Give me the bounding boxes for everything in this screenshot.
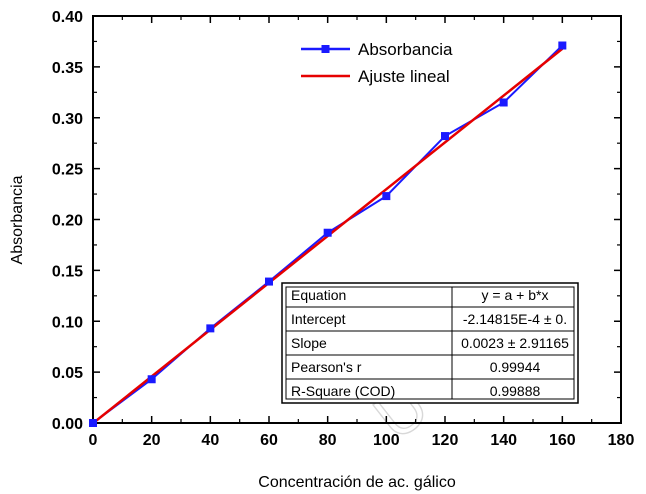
legend: Absorbancia Ajuste lineal xyxy=(301,40,453,86)
data-point xyxy=(323,228,332,237)
x-tick-label: 140 xyxy=(490,432,517,449)
y-tick-label: 0.10 xyxy=(52,314,83,331)
fit-table: Equation y = a + b*x Intercept -2.14815E-4 … xyxy=(281,282,579,404)
data-point xyxy=(441,132,449,141)
x-tick-label: 40 xyxy=(201,432,219,449)
y-tick-label: 0.30 xyxy=(52,111,83,128)
x-tick-label: 100 xyxy=(373,432,400,449)
fit-table-value: 0.99888 xyxy=(490,383,541,399)
x-tick-label: 20 xyxy=(143,432,161,449)
fit-table-value: 0.99944 xyxy=(490,359,541,375)
y-tick-label: 0.35 xyxy=(52,60,83,77)
x-tick-label: 80 xyxy=(319,432,337,449)
fit-table-label: Slope xyxy=(291,335,327,351)
data-point xyxy=(265,277,273,286)
data-point xyxy=(499,98,508,107)
x-tick-label: 60 xyxy=(260,432,278,449)
y-tick-label: 0.25 xyxy=(52,162,83,179)
fit-table-label: Equation xyxy=(291,287,346,303)
x-tick-label: 180 xyxy=(608,432,635,449)
fit-table-label: Pearson's r xyxy=(291,359,362,375)
y-tick-label: 0.20 xyxy=(52,213,83,230)
y-tick-label: 0.40 xyxy=(52,9,83,26)
fit-table-value: y = a + b*x xyxy=(482,287,549,303)
x-axis-title: Concentración de ac. gálico xyxy=(258,474,456,491)
fit-table-inner-border xyxy=(285,286,575,400)
data-point xyxy=(382,192,391,201)
x-tick-label: 0 xyxy=(89,432,98,449)
fit-table-value: -2.14815E-4 ± 0. xyxy=(463,311,567,327)
legend-label: Ajuste lineal xyxy=(358,67,450,86)
y-tick-labels: 0.00 0.05 0.10 0.15 0.20 0.25 0.30 0.35 0.40 xyxy=(52,9,83,433)
y-tick-label: 0.00 xyxy=(52,416,83,433)
y-tick-label: 0.15 xyxy=(52,263,83,280)
axis-ticks xyxy=(92,15,622,424)
x-tick-labels: 0 20 40 60 80 100 120 140 160 180 xyxy=(89,432,635,449)
data-point xyxy=(147,375,156,384)
series-layer xyxy=(89,41,567,427)
fit-table-box xyxy=(281,282,579,404)
data-point xyxy=(89,419,97,427)
x-tick-label: 160 xyxy=(549,432,576,449)
data-point xyxy=(206,324,215,333)
y-axis-title: Absorbancia xyxy=(9,175,26,264)
data-point xyxy=(558,41,567,50)
legend-marker xyxy=(321,45,330,53)
legend-label: Absorbancia xyxy=(358,40,453,59)
x-tick-label: 120 xyxy=(432,432,459,449)
fit-table-label: R-Square (COD) xyxy=(291,383,395,399)
fit-table-label: Intercept xyxy=(291,311,346,327)
fit-table-value: 0.0023 ± 2.91165 xyxy=(461,335,569,351)
y-tick-label: 0.05 xyxy=(52,365,83,382)
